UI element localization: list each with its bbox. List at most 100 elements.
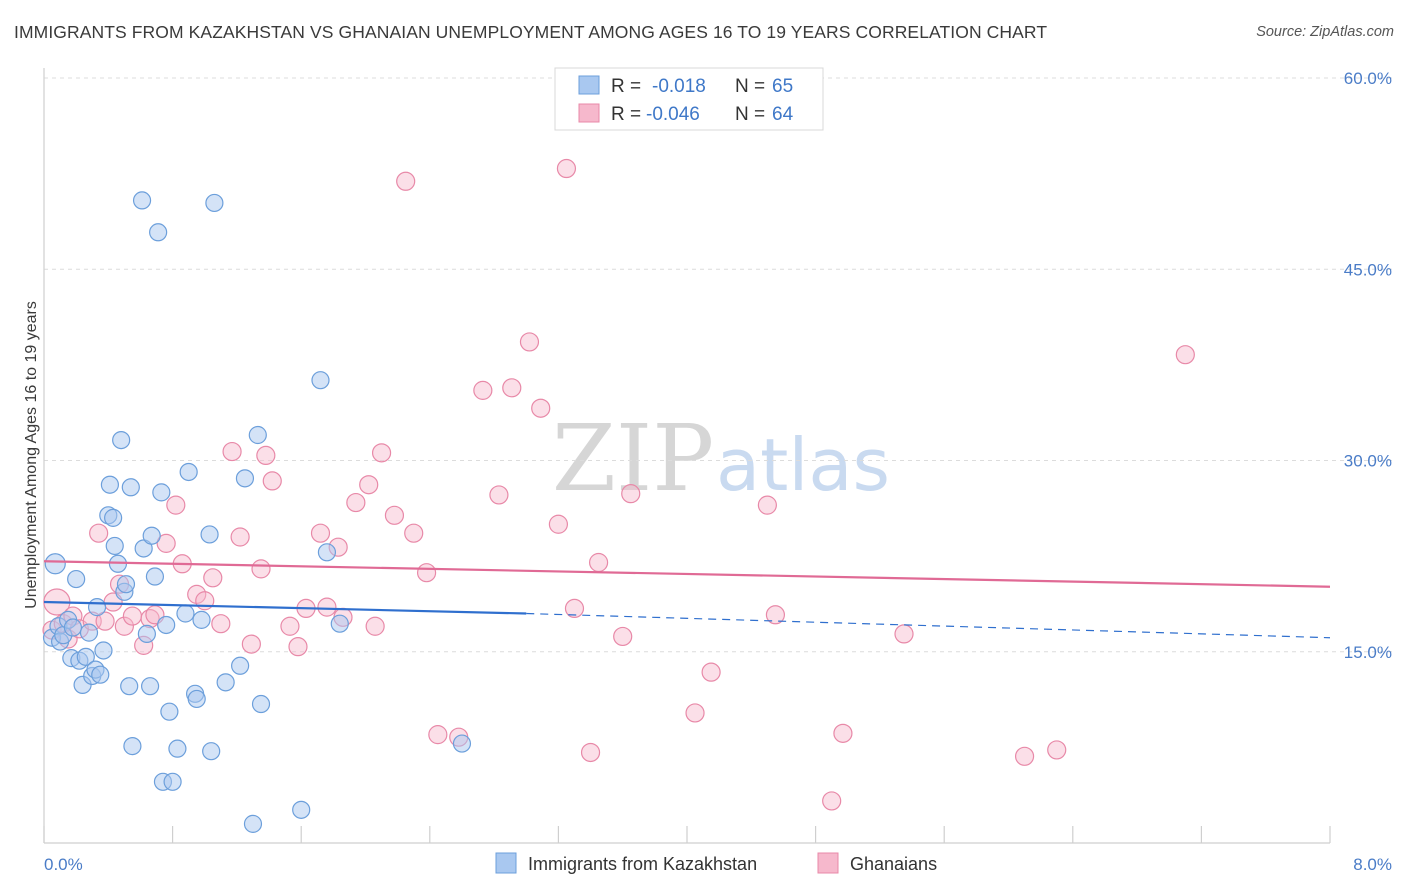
ghanaians-point — [519, 332, 540, 352]
ghanaians-point — [241, 634, 261, 654]
kazakhstan-point — [176, 604, 195, 623]
bottom-legend-swatch-blue — [495, 852, 517, 874]
kazakhstan-point — [200, 525, 219, 544]
kazakhstan-point — [251, 694, 271, 714]
legend-swatch-blue — [578, 75, 600, 95]
ghanaians-point — [428, 725, 448, 745]
y-axis-label: Unemployment Among Ages 16 to 19 years — [23, 301, 40, 609]
x-ticks — [43, 826, 1331, 843]
kazakhstan-point — [63, 618, 83, 637]
ghanaians-point — [833, 723, 853, 743]
ghanaians-point — [701, 662, 721, 682]
kazakhstan-point — [91, 665, 110, 684]
kazakhstan-point — [137, 624, 156, 644]
kazakhstan-point — [149, 223, 168, 242]
chart-title: IMMIGRANTS FROM KAZAKHSTAN VS GHANAIAN U… — [14, 22, 1048, 42]
ghanaians-point — [166, 495, 186, 515]
ghanaians-point — [531, 398, 551, 418]
kazakhstan-point — [292, 800, 311, 819]
kazakhstan-point — [67, 569, 86, 589]
legend-n-value-blue: 65 — [772, 76, 793, 97]
kazakhstan-point — [235, 469, 255, 488]
source-label: Source: ZipAtlas.com — [1256, 24, 1394, 40]
kazakhstan-point — [317, 543, 337, 562]
bottom-legend-label-ghanaians: Ghanaians — [850, 854, 937, 874]
legend-r-label-pink: R = — [611, 104, 641, 125]
ghanaians-point — [556, 158, 577, 179]
ghanaians-point — [346, 492, 366, 513]
kazakhstan-point — [44, 553, 66, 575]
ghanaians-point — [502, 378, 522, 398]
ghanaians-point — [317, 597, 337, 617]
kazakhstan-point — [216, 673, 235, 692]
kazakhstan-point — [116, 575, 136, 594]
kazakhstan-point — [142, 526, 161, 545]
ghanaians-trend-line — [43, 560, 1331, 588]
kazakhstan-point — [231, 656, 250, 675]
kazakhstan-point — [152, 483, 171, 502]
kazakhstan-point — [94, 641, 113, 660]
kazakhstan-point — [145, 567, 165, 586]
kazakhstan-point — [105, 536, 124, 556]
ghanaians-point — [359, 475, 379, 495]
ghanaians-point — [621, 484, 641, 504]
legend-box — [554, 67, 824, 131]
kazakhstan-point — [123, 736, 142, 756]
ghanaians-point — [203, 568, 223, 588]
ghanaians-point — [371, 443, 392, 463]
ghanaians-point — [256, 445, 276, 465]
watermark-atlas: atlas — [716, 423, 890, 507]
ghanaians-point — [1014, 746, 1035, 766]
kazakhstan-point — [163, 772, 182, 791]
kazakhstan-point — [112, 431, 131, 450]
kazakhstan-trend-extension — [526, 612, 1331, 639]
y-tick-labels: 15.0% 30.0% 45.0% 60.0% — [1344, 69, 1392, 662]
kazakhstan-point — [140, 677, 160, 696]
ghanaians-point — [404, 523, 424, 543]
ghanaians-point — [222, 441, 242, 462]
kazakhstan-point — [157, 615, 176, 635]
kazakhstan-point — [132, 191, 152, 210]
kazakhstan-point — [202, 742, 221, 761]
ghanaians-point — [822, 791, 842, 811]
y-tick-label: 45.0% — [1344, 260, 1392, 279]
ghanaians-point — [95, 611, 115, 631]
x-tick-label-max: 8.0% — [1353, 855, 1392, 874]
ghanaians-point — [122, 606, 143, 626]
y-tick-label: 60.0% — [1344, 69, 1392, 88]
kazakhstan-point — [192, 610, 211, 629]
ghanaians-point — [156, 533, 176, 553]
kazakhstan-point — [104, 508, 123, 527]
kazakhstan-point — [187, 689, 206, 709]
ghanaians-point — [894, 624, 914, 644]
y-tick-label: 30.0% — [1344, 452, 1392, 471]
series-kazakhstan-points — [42, 191, 472, 833]
ghanaians-point — [288, 637, 308, 657]
top-legend: R = -0.018 N = 65 R = -0.046 N = 64 — [554, 67, 824, 131]
ghanaians-point — [384, 505, 405, 525]
ghanaians-point — [564, 598, 585, 619]
ghanaians-point — [396, 171, 416, 191]
ghanaians-point — [230, 527, 250, 547]
y-tick-label: 15.0% — [1344, 643, 1392, 662]
kazakhstan-point — [168, 739, 187, 758]
kazakhstan-point — [179, 462, 198, 482]
legend-r-value-pink: -0.046 — [646, 104, 700, 125]
ghanaians-point — [280, 616, 300, 636]
ghanaians-point — [580, 742, 601, 763]
kazakhstan-point — [330, 614, 349, 633]
ghanaians-point — [489, 485, 509, 505]
ghanaians-point — [310, 523, 331, 543]
kazakhstan-point — [452, 734, 472, 753]
legend-n-value-pink: 64 — [772, 104, 794, 125]
ghanaians-point — [613, 626, 633, 647]
bottom-legend: Immigrants from Kazakhstan Ghanaians — [495, 852, 937, 874]
kazakhstan-point — [243, 814, 263, 833]
kazakhstan-point — [248, 425, 267, 445]
ghanaians-point — [416, 563, 437, 583]
legend-n-label-pink: N = — [735, 104, 765, 125]
kazakhstan-point — [79, 623, 99, 642]
legend-r-label-blue: R = — [611, 76, 641, 97]
ghanaians-point — [548, 514, 569, 534]
ghanaians-point — [1175, 345, 1195, 365]
